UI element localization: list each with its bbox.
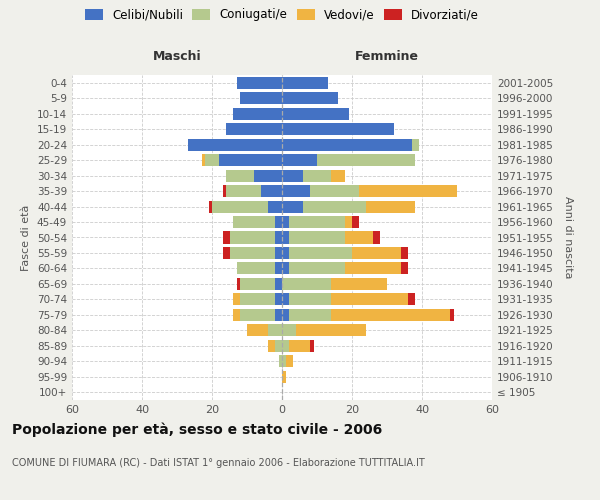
Bar: [275, 216, 282, 228]
Bar: [282, 200, 303, 212]
Bar: [408, 294, 415, 306]
Bar: [331, 278, 387, 290]
Bar: [282, 232, 289, 243]
Bar: [233, 309, 240, 321]
Bar: [289, 294, 331, 306]
Legend: Celibi/Nubili, Coniugati/e, Vedovi/e, Divorziati/e: Celibi/Nubili, Coniugati/e, Vedovi/e, Di…: [85, 8, 479, 22]
Bar: [366, 200, 415, 212]
Bar: [240, 92, 282, 104]
Bar: [261, 185, 282, 197]
Bar: [303, 200, 366, 212]
Y-axis label: Anni di nascita: Anni di nascita: [563, 196, 573, 279]
Bar: [310, 185, 359, 197]
Bar: [223, 247, 229, 259]
Bar: [282, 138, 412, 150]
Y-axis label: Fasce di età: Fasce di età: [22, 204, 31, 270]
Bar: [247, 324, 268, 336]
Bar: [240, 294, 275, 306]
Bar: [282, 309, 289, 321]
Bar: [240, 309, 275, 321]
Bar: [209, 200, 212, 212]
Bar: [331, 294, 408, 306]
Text: Femmine: Femmine: [355, 50, 419, 62]
Bar: [282, 185, 310, 197]
Bar: [296, 324, 366, 336]
Bar: [352, 216, 359, 228]
Bar: [229, 247, 275, 259]
Bar: [282, 262, 289, 274]
Bar: [310, 340, 314, 352]
Bar: [352, 247, 401, 259]
Bar: [268, 324, 282, 336]
Bar: [275, 262, 282, 274]
Bar: [373, 232, 380, 243]
Bar: [187, 138, 282, 150]
Bar: [331, 170, 345, 181]
Bar: [412, 138, 419, 150]
Bar: [289, 340, 310, 352]
Bar: [345, 232, 373, 243]
Bar: [233, 108, 282, 120]
Bar: [275, 247, 282, 259]
Bar: [303, 170, 331, 181]
Bar: [401, 262, 408, 274]
Bar: [289, 232, 345, 243]
Bar: [282, 92, 338, 104]
Bar: [212, 200, 268, 212]
Bar: [331, 309, 450, 321]
Bar: [275, 294, 282, 306]
Bar: [282, 278, 331, 290]
Bar: [289, 262, 345, 274]
Bar: [282, 123, 394, 135]
Bar: [282, 294, 289, 306]
Bar: [282, 340, 289, 352]
Bar: [282, 216, 289, 228]
Bar: [268, 200, 282, 212]
Bar: [282, 76, 328, 89]
Bar: [282, 356, 286, 368]
Bar: [282, 324, 296, 336]
Bar: [282, 370, 286, 383]
Bar: [345, 216, 352, 228]
Bar: [226, 123, 282, 135]
Bar: [275, 278, 282, 290]
Bar: [236, 76, 282, 89]
Bar: [223, 232, 229, 243]
Text: COMUNE DI FIUMARA (RC) - Dati ISTAT 1° gennaio 2006 - Elaborazione TUTTITALIA.IT: COMUNE DI FIUMARA (RC) - Dati ISTAT 1° g…: [12, 458, 425, 468]
Bar: [219, 154, 282, 166]
Bar: [275, 340, 282, 352]
Bar: [317, 154, 415, 166]
Bar: [236, 278, 240, 290]
Bar: [345, 262, 401, 274]
Bar: [450, 309, 454, 321]
Bar: [202, 154, 205, 166]
Text: Maschi: Maschi: [152, 50, 202, 62]
Bar: [289, 247, 352, 259]
Bar: [240, 278, 275, 290]
Bar: [226, 170, 254, 181]
Bar: [254, 170, 282, 181]
Text: Popolazione per età, sesso e stato civile - 2006: Popolazione per età, sesso e stato civil…: [12, 422, 382, 437]
Bar: [282, 170, 303, 181]
Bar: [282, 108, 349, 120]
Bar: [268, 340, 275, 352]
Bar: [286, 356, 293, 368]
Bar: [359, 185, 457, 197]
Bar: [205, 154, 219, 166]
Bar: [233, 294, 240, 306]
Bar: [229, 232, 275, 243]
Bar: [236, 262, 275, 274]
Bar: [289, 309, 331, 321]
Bar: [282, 154, 317, 166]
Bar: [282, 247, 289, 259]
Bar: [275, 309, 282, 321]
Bar: [233, 216, 275, 228]
Bar: [278, 356, 282, 368]
Bar: [223, 185, 226, 197]
Bar: [275, 232, 282, 243]
Bar: [289, 216, 345, 228]
Bar: [226, 185, 261, 197]
Bar: [401, 247, 408, 259]
